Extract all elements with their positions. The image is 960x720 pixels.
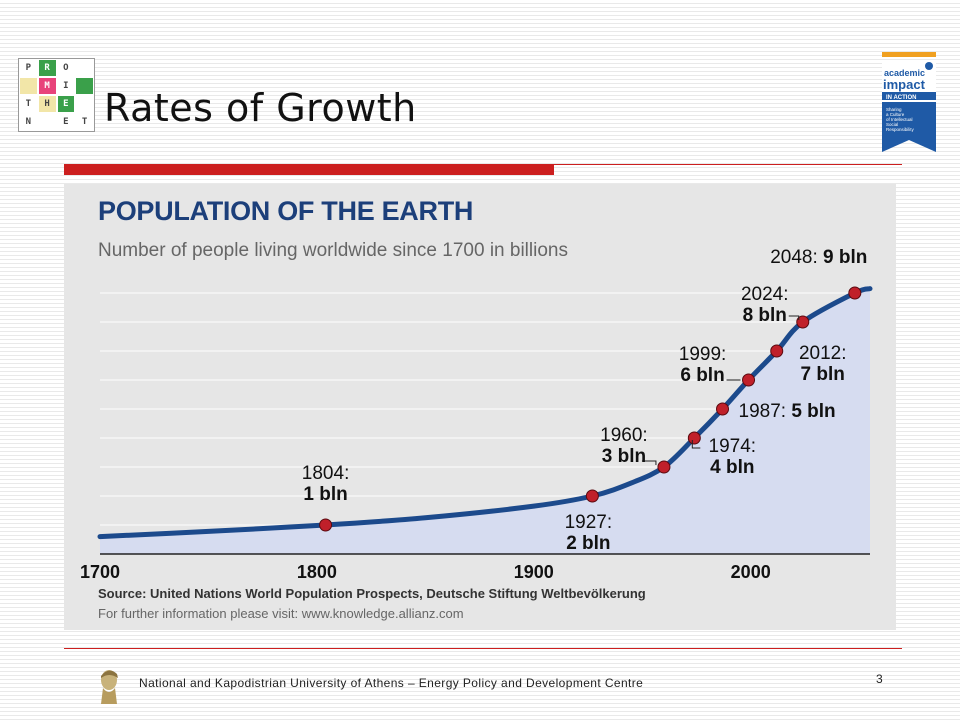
milestone-marker: [796, 315, 810, 329]
milestone-marker: [770, 344, 784, 358]
milestone-year: 1804:: [302, 463, 350, 484]
milestone-marker: [657, 460, 671, 474]
milestone-value: 9 bln: [823, 247, 867, 268]
chart-canvas: 1700 1800 1900 2000 1804:1 bln 1927:2 bln 1960…: [80, 247, 873, 582]
milestone-value: 7 bln: [801, 364, 845, 385]
chart-title: POPULATION OF THE EARTH: [98, 196, 474, 226]
milestone-value: 1 bln: [303, 484, 347, 505]
milestone-value: 5 bln: [791, 401, 835, 422]
footer-text: National and Kapodistrian University of …: [139, 676, 644, 690]
milestone-leader: [641, 460, 657, 465]
header-divider-line: [64, 164, 902, 165]
svg-text:Sharing a Culture of I: Sharing a Culture of Intellectual Social…: [886, 107, 915, 132]
chart-area: [100, 288, 870, 554]
chart-source: Source: United Nations World Population …: [98, 586, 646, 601]
logo-cell: N: [19, 113, 38, 131]
milestone-year: 2048:: [770, 247, 823, 268]
logo-cell: T: [75, 113, 94, 131]
milestone-year: 1974:: [709, 436, 757, 457]
logo-cell: [75, 77, 94, 95]
milestone-marker: [687, 431, 701, 445]
athena-head-icon: [101, 670, 118, 704]
milestone-marker: [585, 489, 599, 503]
milestone-leader: [691, 440, 701, 449]
milestone-value: 6 bln: [680, 365, 724, 386]
milestone-year: 1987:: [739, 401, 792, 422]
logo-cell: O: [56, 59, 76, 77]
milestone-year: 1999:: [679, 344, 727, 365]
logo-cell: I: [56, 77, 76, 95]
milestone-year: 2012:: [799, 343, 847, 364]
header-accent-bar: [64, 165, 554, 175]
logo-cell: [75, 59, 94, 77]
badge-line1: academic: [884, 68, 925, 78]
slide-title: Rates of Growth: [104, 86, 417, 130]
milestone-marker: [742, 373, 756, 387]
milestone-marker: [848, 286, 862, 300]
logo-cell: R: [37, 59, 57, 77]
page-number: 3: [876, 672, 883, 686]
chart-subtitle: Number of people living worldwide since …: [98, 240, 568, 261]
milestone-label: 1987: 5 bln: [739, 401, 836, 422]
x-tick-label: 1800: [297, 562, 337, 582]
milestone-year: 2024:: [741, 284, 789, 305]
logo-cell: H: [37, 95, 57, 113]
chart-info-link[interactable]: For further information please visit: ww…: [98, 606, 464, 621]
logo-cell: T: [19, 95, 38, 113]
milestone-value: 3 bln: [602, 446, 646, 467]
badge-line2: impact: [883, 77, 926, 92]
logo-cell: [75, 95, 94, 113]
milestone-value: 4 bln: [710, 457, 754, 478]
x-tick-label: 2000: [731, 562, 771, 582]
logo-cell: E: [56, 95, 76, 113]
x-tick-label: 1700: [80, 562, 120, 582]
un-emblem-icon: [925, 62, 933, 70]
footer-divider-line: [64, 648, 902, 649]
logo-cell: M: [37, 77, 57, 95]
milestone-marker: [319, 518, 333, 532]
population-chart: 1700 1800 1900 2000 1804: 1 bln 1927: 2 bln 1960…: [64, 184, 896, 630]
milestone-value: 8 bln: [743, 305, 787, 326]
logo-cell: E: [56, 113, 76, 131]
milestone-value: 2 bln: [566, 533, 610, 554]
milestone-year: 1927:: [565, 512, 613, 533]
logo-cell: P: [19, 59, 38, 77]
badge-line3: IN ACTION: [886, 95, 916, 101]
x-tick-label: 1900: [514, 562, 554, 582]
academic-impact-badge: academic impact IN ACTION Sharing a Cult…: [882, 52, 936, 152]
milestone-label: 2048: 9 bln: [770, 247, 867, 268]
logo-cell: [37, 113, 57, 131]
milestone-marker: [716, 402, 730, 416]
milestone-leader: [788, 315, 800, 320]
logo-cell: [19, 77, 38, 95]
milestone-year: 1960:: [600, 425, 648, 446]
